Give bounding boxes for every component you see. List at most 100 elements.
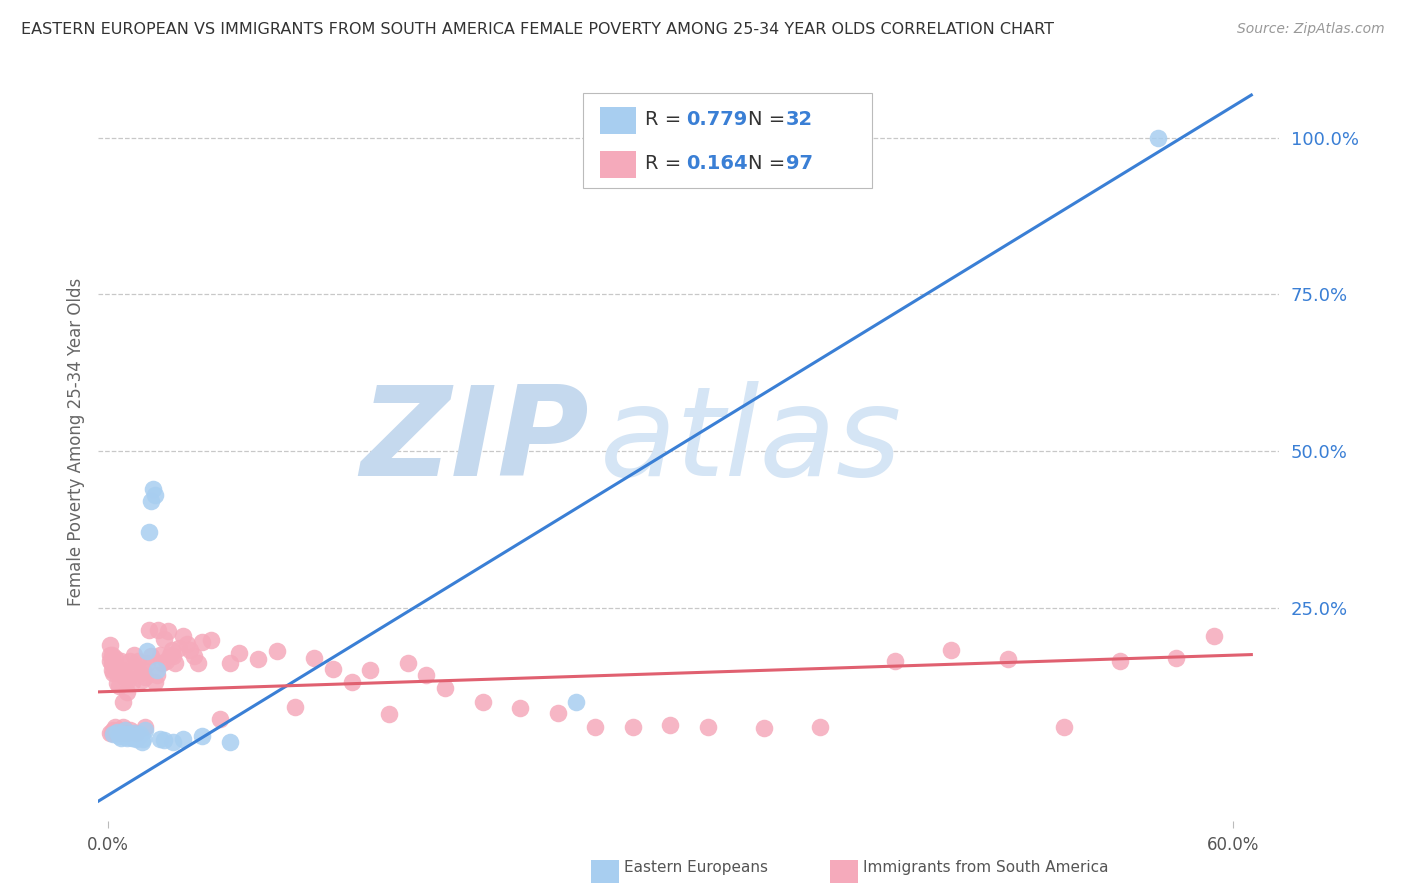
Point <box>104 650 127 665</box>
Point <box>136 644 159 658</box>
Point <box>131 673 153 687</box>
Point <box>111 663 134 677</box>
Point <box>104 660 127 674</box>
Point <box>167 641 190 656</box>
Point <box>139 649 162 664</box>
FancyBboxPatch shape <box>600 107 636 135</box>
Point <box>120 729 142 743</box>
Point <box>115 669 138 683</box>
Point <box>172 629 194 643</box>
Point <box>179 643 201 657</box>
Point <box>509 701 531 715</box>
Point <box>160 643 183 657</box>
Point <box>200 633 222 648</box>
Text: atlas: atlas <box>600 381 903 502</box>
Point <box>105 675 128 690</box>
Point <box>183 649 205 664</box>
Point <box>1202 629 1225 643</box>
Text: N =: N = <box>748 110 792 128</box>
Point <box>114 723 136 737</box>
Text: 97: 97 <box>786 153 813 173</box>
Point <box>98 654 121 668</box>
Point <box>110 731 132 745</box>
Point <box>155 654 177 668</box>
Point <box>284 699 307 714</box>
Point <box>997 652 1019 666</box>
Point <box>172 732 194 747</box>
Point <box>621 720 644 734</box>
Point <box>218 735 240 749</box>
Point <box>108 666 131 681</box>
Text: Immigrants from South America: Immigrants from South America <box>863 861 1109 875</box>
Y-axis label: Female Poverty Among 25-34 Year Olds: Female Poverty Among 25-34 Year Olds <box>66 277 84 606</box>
Point <box>98 638 121 652</box>
Point <box>190 635 212 649</box>
Point <box>153 733 176 747</box>
Point <box>103 723 125 737</box>
Point <box>120 723 142 737</box>
Point <box>100 663 122 677</box>
Text: Source: ZipAtlas.com: Source: ZipAtlas.com <box>1237 22 1385 37</box>
Text: 0.164: 0.164 <box>686 153 748 173</box>
Point <box>121 675 143 690</box>
Point <box>98 648 121 662</box>
Point <box>159 648 181 662</box>
Point <box>131 735 153 749</box>
Point <box>110 654 132 668</box>
Point <box>659 718 682 732</box>
Point <box>125 732 148 747</box>
Point <box>134 720 156 734</box>
Point <box>120 654 142 668</box>
Point <box>100 648 122 662</box>
Point <box>134 669 156 683</box>
Point <box>176 637 198 651</box>
Point <box>122 648 145 662</box>
Point <box>121 731 143 745</box>
Point <box>808 720 831 734</box>
Point <box>302 650 325 665</box>
Point <box>114 723 136 737</box>
FancyBboxPatch shape <box>600 151 636 178</box>
Point <box>105 724 128 739</box>
Point <box>322 662 344 676</box>
Point <box>547 706 569 720</box>
Point <box>108 723 131 737</box>
Point <box>105 663 128 677</box>
Point <box>434 681 457 695</box>
Point <box>471 695 494 709</box>
Point <box>115 731 138 745</box>
Point <box>143 488 166 502</box>
Point <box>187 656 209 670</box>
Point <box>884 654 907 668</box>
Point <box>696 720 718 734</box>
Point <box>117 727 139 741</box>
Point <box>1146 130 1168 145</box>
Point <box>132 732 155 747</box>
Point <box>1053 720 1076 734</box>
Point <box>115 685 138 699</box>
Point <box>111 727 134 741</box>
Text: 0.779: 0.779 <box>686 110 748 128</box>
FancyBboxPatch shape <box>582 93 872 187</box>
Point <box>132 663 155 677</box>
Point <box>153 632 176 646</box>
Point <box>138 623 160 637</box>
Point <box>111 695 134 709</box>
Point <box>128 727 150 741</box>
Point <box>115 726 138 740</box>
Point <box>143 674 166 689</box>
Point <box>415 668 437 682</box>
Point <box>114 669 136 683</box>
Point <box>108 729 131 743</box>
Point <box>111 720 134 734</box>
Point <box>218 656 240 670</box>
Point <box>105 726 128 740</box>
Point <box>148 623 170 637</box>
Text: N =: N = <box>748 153 792 173</box>
Point <box>100 726 122 740</box>
Text: R =: R = <box>645 110 688 128</box>
Point <box>138 525 160 540</box>
Text: R =: R = <box>645 153 688 173</box>
Point <box>115 727 138 741</box>
Point <box>145 663 167 677</box>
